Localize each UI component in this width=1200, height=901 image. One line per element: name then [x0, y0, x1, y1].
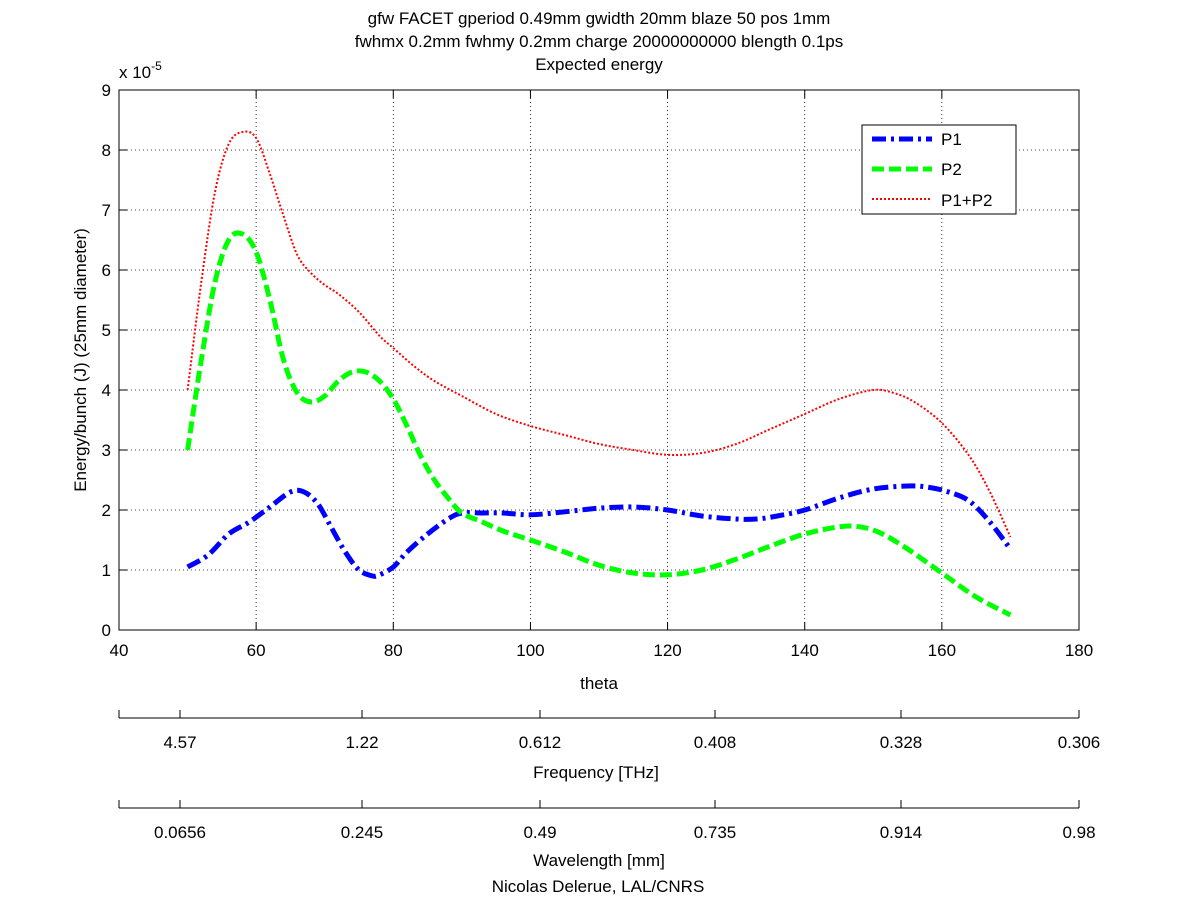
chart-title-line-1: gfw FACET gperiod 0.49mm gwidth 20mm bla… [368, 9, 831, 28]
y-tick-label: 8 [102, 141, 111, 160]
wavelength-tick-label: 0.0656 [154, 823, 206, 842]
chart-title-line-2: fwhmx 0.2mm fwhmy 0.2mm charge 200000000… [355, 32, 844, 51]
y-exponent-label: x 10-5 [119, 59, 162, 82]
series-p2-line [185, 230, 1012, 618]
y-tick-label: 5 [102, 321, 111, 340]
y-tick-label: 7 [102, 201, 111, 220]
tick-layer: 40 60 80 100 120 140 160 180 0 1 2 3 4 5 6 7 8 9 [102, 81, 1094, 660]
x-tick-label: 160 [928, 641, 956, 660]
wavelength-tick-label: 0.735 [694, 823, 737, 842]
frequency-tick-label: 0.328 [880, 733, 923, 752]
legend-label-p1p2: P1+P2 [941, 191, 993, 210]
frequency-tick-label: 1.22 [345, 733, 378, 752]
frequency-tick-label: 0.408 [694, 733, 737, 752]
y-tick-label: 0 [102, 621, 111, 640]
wavelength-tick-label: 0.914 [880, 823, 923, 842]
wavelength-axis-label: Wavelength [mm] [533, 851, 665, 870]
series-p1-line [186, 483, 1013, 579]
y-tick-label: 6 [102, 261, 111, 280]
x-tick-label: 60 [247, 641, 266, 660]
wavelength-tick-label: 0.98 [1062, 823, 1095, 842]
y-tick-label: 4 [102, 381, 111, 400]
legend-label-p1: P1 [941, 130, 962, 149]
y-tick-label: 1 [102, 561, 111, 580]
legend: P1 P2 P1+P2 [861, 124, 1017, 215]
x-axis-label: theta [580, 674, 618, 693]
frequency-axis-label: Frequency [THz] [533, 763, 659, 782]
y-tick-label: 3 [102, 441, 111, 460]
secondary-axes: Frequency [THz] Wavelength [mm] 4.57 1.22… [118, 710, 1101, 870]
wavelength-tick-label: 0.49 [523, 823, 556, 842]
x-tick-label: 80 [384, 641, 403, 660]
footer-credit: Nicolas Delerue, LAL/CNRS [492, 877, 705, 896]
legend-box [861, 124, 1017, 215]
wavelength-tick-label: 0.245 [341, 823, 384, 842]
chart-title-line-3: Expected energy [535, 55, 663, 74]
y-tick-label: 9 [102, 81, 111, 100]
x-tick-label: 140 [791, 641, 819, 660]
x-tick-label: 120 [653, 641, 681, 660]
frequency-tick-label: 4.57 [163, 733, 196, 752]
series-layer [185, 130, 1013, 618]
plot-frame [118, 89, 1080, 631]
series-p1-plus-p2-line [186, 130, 1012, 538]
legend-label-p2: P2 [941, 160, 962, 179]
y-tick-label: 2 [102, 501, 111, 520]
frequency-tick-label: 0.612 [519, 733, 562, 752]
frequency-tick-label: 0.306 [1058, 733, 1101, 752]
grid-layer [119, 90, 1079, 630]
y-exponent-power: -5 [151, 59, 162, 73]
x-tick-label: 100 [516, 641, 544, 660]
y-axis-label: Energy/bunch (J) (25mm diameter) [71, 228, 90, 492]
x-tick-label: 40 [110, 641, 129, 660]
x-tick-label: 180 [1065, 641, 1093, 660]
